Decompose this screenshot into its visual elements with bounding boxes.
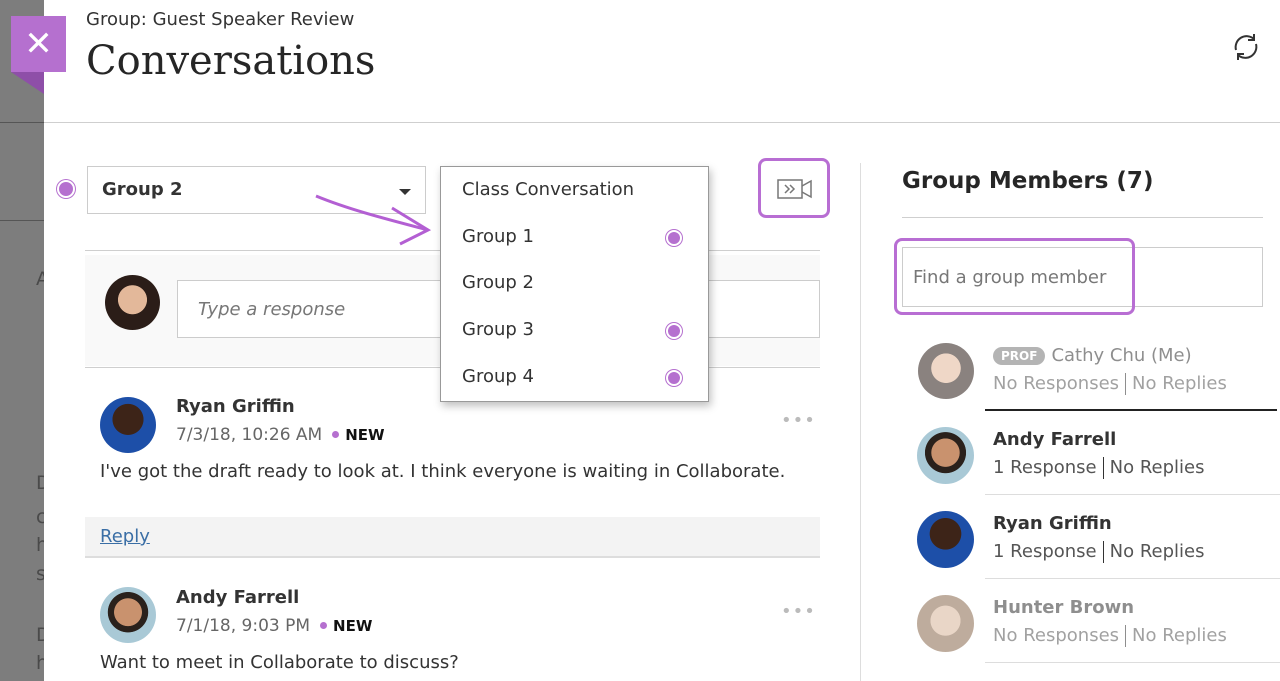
post-date: 7/3/18, 10:26 AM NEW [176,425,385,445]
new-badge: NEW [345,426,385,444]
dropdown-item-group-3[interactable]: Group 3 [462,319,692,349]
new-dot-icon [320,622,328,629]
group-select[interactable]: Group 2 [87,166,426,214]
member-search-input[interactable]: Find a group member [902,247,1263,307]
member-replies: No Replies [1109,457,1205,478]
divider [902,217,1263,218]
close-button-fold [11,72,44,94]
avatar [917,595,974,652]
member-name: Ryan Griffin [993,513,1112,534]
post-text: I've got the draft ready to look at. I t… [100,461,786,482]
divider [985,578,1280,579]
divider [985,494,1280,495]
member-responses: 1 Response [993,457,1097,478]
new-badge: NEW [333,617,373,635]
member-replies: No Replies [1109,541,1205,562]
page-title: Conversations [86,38,376,84]
member-responses: No Responses [993,373,1120,394]
avatar [917,511,974,568]
dropdown-item-class-conversation[interactable]: Class Conversation [462,179,692,209]
group-select-value: Group 2 [102,179,183,200]
new-dot-icon [332,431,340,438]
header-divider [44,122,1280,123]
annotation-arrow-icon [315,194,432,246]
unread-dot-icon [668,325,680,337]
role-badge: PROF [993,347,1046,365]
close-icon: ✕ [24,24,53,64]
dropdown-item-label: Group 4 [462,366,534,387]
unread-dot-icon [668,232,680,244]
member-replies: No Replies [1132,373,1227,394]
reply-link[interactable]: Reply [100,526,150,547]
bg-divider [0,220,44,221]
avatar [918,343,974,399]
search-highlight [894,238,1135,315]
post-date: 7/1/18, 9:03 PM NEW [176,616,372,636]
dropdown-item-label: Group 1 [462,226,534,247]
post-date-text: 7/3/18, 10:26 AM [176,425,323,445]
group-subtitle: Group: Guest Speaker Review [86,9,355,30]
divider [985,409,1277,411]
unread-indicator [59,182,73,196]
more-options-button[interactable]: ••• [781,601,816,622]
post-text: Want to meet in Collaborate to discuss? [100,652,459,673]
post-author: Ryan Griffin [176,396,295,417]
member-replies: No Replies [1132,625,1227,646]
collaborate-video-button[interactable] [758,158,830,218]
chevron-down-icon [399,189,411,195]
column-divider [860,163,861,681]
members-title: Group Members (7) [902,168,1154,194]
avatar-andy-farrell [100,587,156,643]
dropdown-item-group-4[interactable]: Group 4 [462,366,692,396]
refresh-button[interactable] [1229,30,1263,64]
member-name: Hunter Brown [993,597,1135,618]
member-name: Andy Farrell [993,429,1117,450]
close-button[interactable]: ✕ [11,16,66,72]
collaborate-video-icon [777,179,812,199]
avatar [917,427,974,484]
group-dropdown-menu: Class Conversation Group 1 Group 2 Group… [440,166,709,402]
dropdown-item-group-2[interactable]: Group 2 [462,272,692,302]
post-date-text: 7/1/18, 9:03 PM [176,616,311,636]
member-responses: 1 Response [993,541,1097,562]
bg-divider [0,122,44,123]
bg-text: c [36,506,47,528]
avatar-ryan-griffin [100,397,156,453]
unread-dot-icon [668,372,680,384]
reply-bar [85,517,820,558]
dropdown-item-label: Group 3 [462,319,534,340]
refresh-icon [1234,34,1258,60]
bg-text: s [36,563,46,585]
divider [985,662,1280,663]
avatar-current-user [105,275,160,330]
member-responses: No Responses [993,625,1120,646]
dropdown-item-label: Group 2 [462,272,534,293]
member-name: Cathy Chu (Me) [1051,345,1192,366]
post-author: Andy Farrell [176,587,300,608]
dropdown-item-label: Class Conversation [462,179,635,200]
dropdown-item-group-1[interactable]: Group 1 [462,226,692,256]
more-options-button[interactable]: ••• [781,410,816,431]
